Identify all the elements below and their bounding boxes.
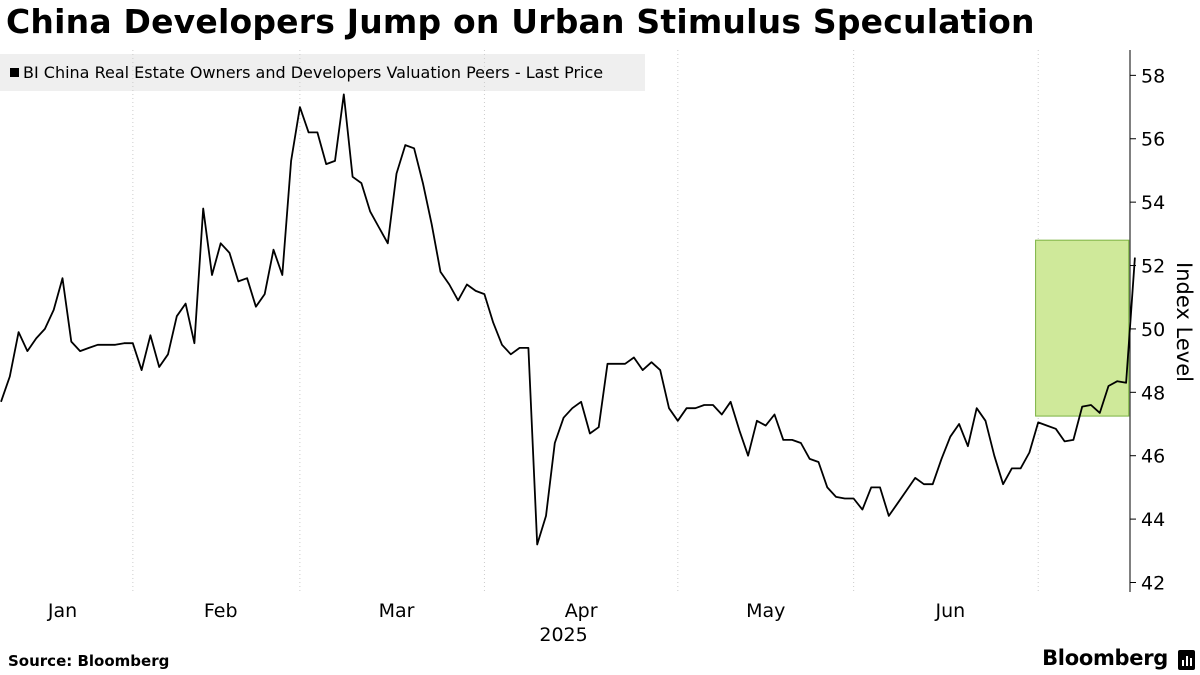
y-tick-label: 52	[1141, 256, 1165, 278]
bloomberg-logo-icon	[1178, 650, 1195, 670]
y-tick-label: 56	[1141, 129, 1165, 151]
y-tick-label: 46	[1141, 446, 1165, 468]
y-tick-label: 42	[1141, 572, 1165, 594]
legend-swatch	[10, 68, 19, 77]
x-tick-label: Jan	[47, 600, 77, 622]
y-axis-title: Index Level	[1172, 262, 1196, 382]
y-tick-label: 54	[1141, 192, 1165, 214]
gridlines	[132, 50, 1039, 592]
x-tick-label: Mar	[379, 600, 415, 622]
x-tick-label: Jun	[934, 600, 965, 622]
x-year-label: 2025	[539, 624, 587, 646]
series-line	[0, 93, 1136, 546]
source-note: Source: Bloomberg	[8, 652, 170, 670]
chart-title: China Developers Jump on Urban Stimulus …	[6, 2, 1035, 41]
x-tick-label: Feb	[204, 600, 238, 622]
y-axis: 42 44 46 48 50 52 54 56 58 Index Level	[1129, 50, 1196, 594]
y-tick-label: 50	[1141, 319, 1165, 341]
series-line-group	[0, 93, 1136, 546]
legend: BI China Real Estate Owners and Develope…	[0, 54, 645, 91]
legend-label: BI China Real Estate Owners and Develope…	[23, 63, 604, 82]
x-axis: Jan Feb Mar Apr May Jun 2025	[47, 600, 965, 646]
y-tick-label: 44	[1141, 509, 1165, 531]
highlight-region	[1035, 239, 1130, 417]
x-tick-label: May	[746, 600, 785, 622]
y-tick-label: 58	[1141, 65, 1165, 87]
x-tick-label: Apr	[565, 600, 598, 622]
y-tick-label: 48	[1141, 382, 1165, 404]
highlight-box	[1035, 239, 1130, 417]
brand-wordmark: Bloomberg	[1042, 646, 1168, 670]
